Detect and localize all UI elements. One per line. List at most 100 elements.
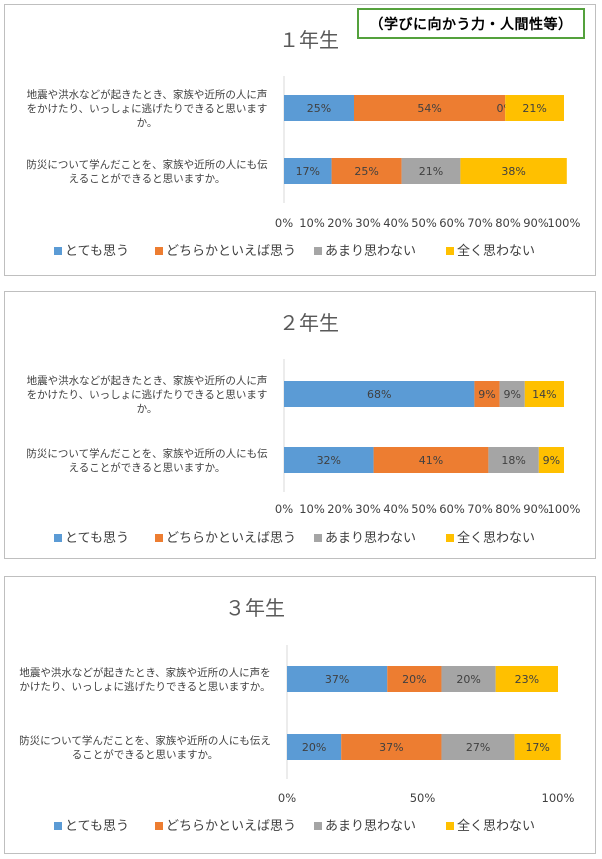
legend-label: 全く思わない xyxy=(457,530,535,546)
x-tick-label: 70% xyxy=(467,502,493,516)
bar-segment xyxy=(284,158,332,184)
category-label: 防災について学んだことを、家族や近所の人にも伝えることができると思いますか。 xyxy=(19,734,271,761)
x-tick-label: 100% xyxy=(548,502,581,516)
data-label: 9% xyxy=(503,388,520,401)
x-tick-label: 30% xyxy=(355,502,381,516)
bar-segment xyxy=(387,666,442,692)
x-tick-label: 50% xyxy=(410,791,436,805)
x-tick-label: 30% xyxy=(355,216,381,230)
category-label-line: をかけたり、いっしょに逃げたりできると思います xyxy=(27,102,268,115)
legend-label: 全く思わない xyxy=(457,243,535,259)
chart-title: ２年生 xyxy=(279,311,339,335)
chart-title: １年生 xyxy=(279,28,339,52)
bar-segment xyxy=(499,381,525,407)
data-label: 21% xyxy=(419,165,443,178)
data-label: 27% xyxy=(466,741,490,754)
data-label: 17% xyxy=(525,741,549,754)
category-label-line: 地震や洪水などが起きたとき、家族や近所の人に声 xyxy=(27,88,268,101)
x-tick-label: 60% xyxy=(439,216,465,230)
data-label: 25% xyxy=(307,102,331,115)
data-label: 20% xyxy=(302,741,326,754)
bar-segment xyxy=(460,158,567,184)
bar-segment xyxy=(284,447,374,473)
x-tick-label: 10% xyxy=(299,502,325,516)
category-tag: （学びに向かう力・人間性等） xyxy=(357,8,585,39)
x-tick-label: 70% xyxy=(467,216,493,230)
x-tick-label: 20% xyxy=(327,502,353,516)
bar-segment xyxy=(441,666,496,692)
data-label: 20% xyxy=(456,673,480,686)
data-label: 20% xyxy=(402,673,426,686)
data-label: 37% xyxy=(379,741,403,754)
x-tick-label: 0% xyxy=(275,502,293,516)
chart-svg-grade-2: ２年生地震や洪水などが起きたとき、家族や近所の人に声をかけたり、いっしょに逃げた… xyxy=(26,311,581,546)
bar-segment xyxy=(354,95,506,121)
data-label: 23% xyxy=(515,673,539,686)
data-label: 37% xyxy=(325,673,349,686)
bar-segment xyxy=(474,381,500,407)
category-label-line: 防災について学んだことを、家族や近所の人にも伝 xyxy=(26,158,267,171)
category-label: 地震や洪水などが起きたとき、家族や近所の人に声をかけたり、いっしょに逃げたりでき… xyxy=(27,88,268,129)
x-tick-label: 10% xyxy=(299,216,325,230)
x-tick-label: 60% xyxy=(439,502,465,516)
legend-label: どちらかといえば思う xyxy=(166,531,296,546)
bar-segment xyxy=(331,158,402,184)
data-label: 9% xyxy=(543,454,560,467)
bar-segment xyxy=(538,447,564,473)
legend-label: とても思う xyxy=(65,244,129,259)
category-label-line: か。 xyxy=(137,117,158,129)
x-tick-label: 90% xyxy=(523,502,549,516)
bar-segment xyxy=(373,447,489,473)
x-tick-label: 80% xyxy=(495,216,521,230)
chart-panel-grade-3: ３年生地震や洪水などが起きたとき、家族や近所の人に声をかけたり、いっしょに逃げた… xyxy=(4,576,596,854)
x-tick-label: 100% xyxy=(542,791,575,805)
legend-swatch xyxy=(155,822,163,830)
legend-label: あまり思わない xyxy=(325,819,416,834)
category-label-line: ることができると思いますか。 xyxy=(72,748,219,761)
bar-segment xyxy=(287,734,342,760)
category-label: 地震や洪水などが起きたとき、家族や近所の人に声をかけたり、いっしょに逃げたりでき… xyxy=(19,666,270,693)
category-label-line: えることができると思いますか。 xyxy=(69,461,226,474)
x-tick-label: 40% xyxy=(383,216,409,230)
legend-label: どちらかといえば思う xyxy=(166,819,296,834)
data-label: 68% xyxy=(367,388,391,401)
legend-swatch xyxy=(446,247,454,255)
category-label-line: 地震や洪水などが起きたとき、家族や近所の人に声 xyxy=(27,374,268,387)
bar-segment xyxy=(284,95,354,121)
category-label-line: 防災について学んだことを、家族や近所の人にも伝 xyxy=(26,447,267,460)
x-tick-label: 90% xyxy=(523,216,549,230)
category-label-line: かけたり、いっしょに逃げたりできると思いますか。 xyxy=(19,680,270,693)
category-label-line: か。 xyxy=(137,403,158,415)
category-label-line: えることができると思いますか。 xyxy=(69,172,226,185)
x-tick-label: 0% xyxy=(278,791,296,805)
chart-title: ３年生 xyxy=(225,596,285,620)
x-tick-label: 40% xyxy=(383,502,409,516)
chart-svg-grade-1: １年生地震や洪水などが起きたとき、家族や近所の人に声をかけたり、いっしょに逃げた… xyxy=(26,28,581,259)
bar-segment xyxy=(401,158,461,184)
category-label-line: をかけたり、いっしょに逃げたりできると思います xyxy=(27,388,268,401)
legend-label: どちらかといえば思う xyxy=(166,244,296,259)
data-label: 41% xyxy=(419,454,443,467)
legend-swatch xyxy=(155,247,163,255)
x-tick-label: 80% xyxy=(495,502,521,516)
legend-swatch xyxy=(446,534,454,542)
data-label: 9% xyxy=(478,388,495,401)
chart-panel-grade-1: １年生地震や洪水などが起きたとき、家族や近所の人に声をかけたり、いっしょに逃げた… xyxy=(4,4,596,276)
category-label: 地震や洪水などが起きたとき、家族や近所の人に声をかけたり、いっしょに逃げたりでき… xyxy=(27,374,268,415)
x-tick-label: 100% xyxy=(548,216,581,230)
x-tick-label: 50% xyxy=(411,502,437,516)
bar-segment xyxy=(505,95,564,121)
x-tick-label: 0% xyxy=(275,216,293,230)
legend-swatch xyxy=(155,534,163,542)
legend-label: とても思う xyxy=(65,531,129,546)
bar-segment xyxy=(441,734,515,760)
legend-swatch xyxy=(446,822,454,830)
bar-segment xyxy=(524,381,564,407)
x-tick-label: 50% xyxy=(411,216,437,230)
category-label-line: 防災について学んだことを、家族や近所の人にも伝え xyxy=(19,734,271,747)
legend-label: 全く思わない xyxy=(457,818,535,834)
bar-segment xyxy=(284,381,475,407)
legend-swatch xyxy=(54,534,62,542)
chart-svg-grade-3: ３年生地震や洪水などが起きたとき、家族や近所の人に声をかけたり、いっしょに逃げた… xyxy=(19,596,575,834)
bar-segment xyxy=(287,666,388,692)
